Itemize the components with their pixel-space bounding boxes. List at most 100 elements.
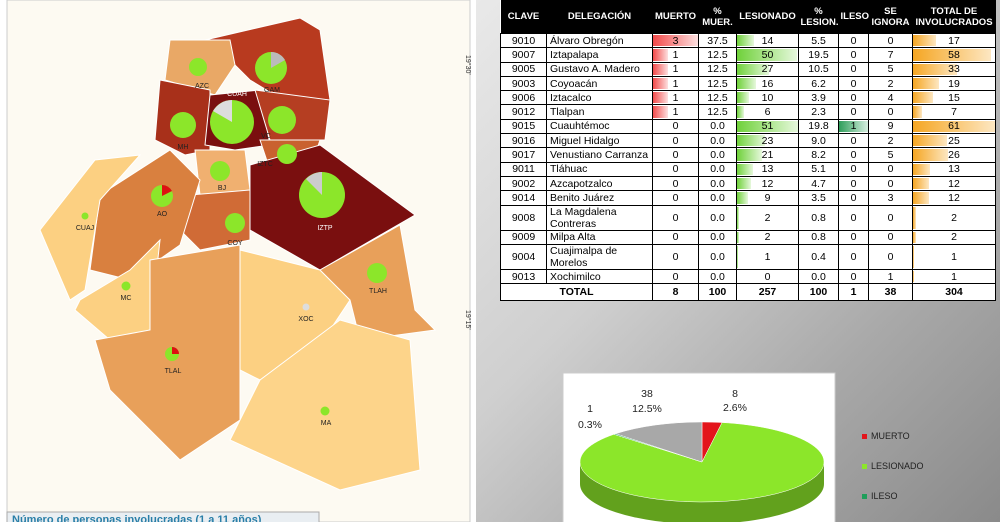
cell-text: 0.0 bbox=[710, 211, 725, 224]
table-cell: 0 bbox=[868, 204, 913, 231]
data-bar bbox=[653, 92, 668, 104]
data-bar bbox=[737, 177, 752, 190]
table-cell: 9013 bbox=[500, 268, 547, 285]
table-cell: Tlalpan bbox=[546, 104, 653, 120]
table-row: 9015 Cuauhtémoc 0 0.0 51 19.8 1 9 61 bbox=[500, 118, 996, 135]
table-cell: 1 bbox=[652, 75, 699, 92]
cell-text: 2 bbox=[764, 211, 771, 224]
cell-text: 0 bbox=[850, 177, 857, 190]
data-bar bbox=[737, 92, 749, 104]
cell-text: 1 bbox=[764, 250, 771, 263]
table-cell: 5.1 bbox=[798, 161, 839, 177]
cell-text: 7 bbox=[887, 48, 894, 61]
cell-text: 0.0 bbox=[710, 177, 725, 190]
cell-text: 2 bbox=[887, 134, 894, 147]
cell-text: 0 bbox=[887, 250, 894, 263]
data-bar bbox=[913, 231, 916, 243]
table-cell: 12.5 bbox=[698, 61, 737, 77]
table-cell: 38 bbox=[868, 283, 913, 302]
map-label: IZTC bbox=[257, 161, 273, 168]
cell-text: 12.5 bbox=[707, 91, 728, 104]
cell-text: Tlalpan bbox=[550, 106, 585, 119]
map-label: CUAH bbox=[227, 91, 247, 98]
table-cell: 15 bbox=[912, 90, 996, 106]
cell-text: 16 bbox=[761, 77, 774, 90]
header-cell: % LESION. bbox=[798, 0, 839, 34]
cell-text: 8 bbox=[672, 286, 679, 299]
table-cell: 1 bbox=[652, 104, 699, 120]
map-pie bbox=[81, 212, 89, 220]
legend-title: Número de personas involucradas (1 a 11 … bbox=[12, 514, 262, 522]
district bbox=[89, 149, 201, 281]
data-bar bbox=[913, 77, 939, 90]
table-cell: 8.2 bbox=[798, 147, 839, 163]
table-cell: 0 bbox=[838, 229, 869, 245]
cell-text: 12 bbox=[761, 177, 774, 190]
cell-text: 14 bbox=[761, 34, 774, 47]
cell-text: 9006 bbox=[511, 91, 536, 104]
table-cell: 9014 bbox=[500, 190, 547, 206]
legend-box bbox=[6, 511, 320, 522]
cell-text: 2 bbox=[951, 231, 957, 244]
coordinate-label: 19°30' bbox=[464, 55, 472, 75]
map-label: AO bbox=[157, 211, 168, 218]
table-cell: 0.4 bbox=[798, 243, 839, 270]
cell-text: TOTAL bbox=[559, 286, 594, 299]
cell-text: 2.3 bbox=[811, 106, 826, 119]
cell-text: 304 bbox=[945, 286, 963, 299]
table-row: 9010 Álvaro Obregón 3 37.5 14 5.5 0 0 17 bbox=[500, 32, 996, 49]
table-cell: 9016 bbox=[500, 133, 547, 149]
data-bar bbox=[913, 270, 915, 283]
table-cell: 0.0 bbox=[698, 190, 737, 206]
cell-text: 12.5 bbox=[707, 63, 728, 76]
table-cell: 2 bbox=[912, 204, 996, 231]
data-bar bbox=[653, 106, 668, 118]
data-bar bbox=[737, 63, 770, 75]
cell-text: 9 bbox=[887, 120, 894, 133]
cell-text: 0 bbox=[764, 270, 771, 283]
map-pie bbox=[302, 303, 310, 311]
table-cell: 9004 bbox=[500, 243, 547, 270]
map-pie bbox=[121, 281, 131, 291]
cell-text: 0 bbox=[672, 270, 679, 283]
data-bar bbox=[737, 77, 757, 90]
total-row: TOTAL 8 100 257 100 1 38 304 bbox=[500, 283, 996, 302]
cell-text: Azcapotzalco bbox=[550, 177, 613, 190]
table-cell: 12.5 bbox=[698, 90, 737, 106]
cell-text: 9.0 bbox=[811, 134, 826, 147]
table-cell: 7 bbox=[912, 104, 996, 120]
table-cell: 0.8 bbox=[798, 204, 839, 231]
table-cell: 4 bbox=[868, 90, 913, 106]
table-cell: 9017 bbox=[500, 147, 547, 163]
cell-text: 1 bbox=[850, 286, 857, 299]
cell-text: 2 bbox=[764, 231, 771, 244]
table-cell: 9006 bbox=[500, 90, 547, 106]
table-cell: 8 bbox=[652, 283, 699, 302]
cell-text: 0.0 bbox=[710, 134, 725, 147]
table-cell: 16 bbox=[736, 75, 799, 92]
table-cell: 1 bbox=[912, 243, 996, 270]
cell-text: 38 bbox=[884, 286, 897, 299]
table-cell: 0 bbox=[838, 133, 869, 149]
cell-text: 0 bbox=[672, 177, 679, 190]
cell-text: 0.0 bbox=[710, 120, 725, 133]
cell-text: 7 bbox=[951, 106, 957, 119]
table-cell: 0 bbox=[652, 268, 699, 285]
table-cell: 0.0 bbox=[698, 147, 737, 163]
table-cell: 0 bbox=[652, 204, 699, 231]
table-cell: 0 bbox=[868, 32, 913, 49]
map-pies bbox=[81, 51, 387, 416]
cell-text: 1 bbox=[672, 63, 679, 76]
cell-text: 25 bbox=[948, 134, 960, 147]
table-cell: 5.5 bbox=[798, 32, 839, 49]
table-cell: 0.8 bbox=[798, 229, 839, 245]
cell-text: 100 bbox=[809, 286, 828, 299]
table-cell: 9 bbox=[868, 118, 913, 135]
header-row: CLAVE DELEGACIÓN MUERTO% MUER. LESIONADO% L… bbox=[500, 0, 996, 34]
data-bar bbox=[737, 231, 740, 243]
cell-text: 0 bbox=[850, 163, 857, 176]
table-cell: 61 bbox=[912, 118, 996, 135]
table-row: 9006 Iztacalco 1 12.5 10 3.9 0 4 15 bbox=[500, 90, 996, 106]
table-cell: 26 bbox=[912, 147, 996, 163]
map-label: CUAJ bbox=[76, 225, 94, 232]
